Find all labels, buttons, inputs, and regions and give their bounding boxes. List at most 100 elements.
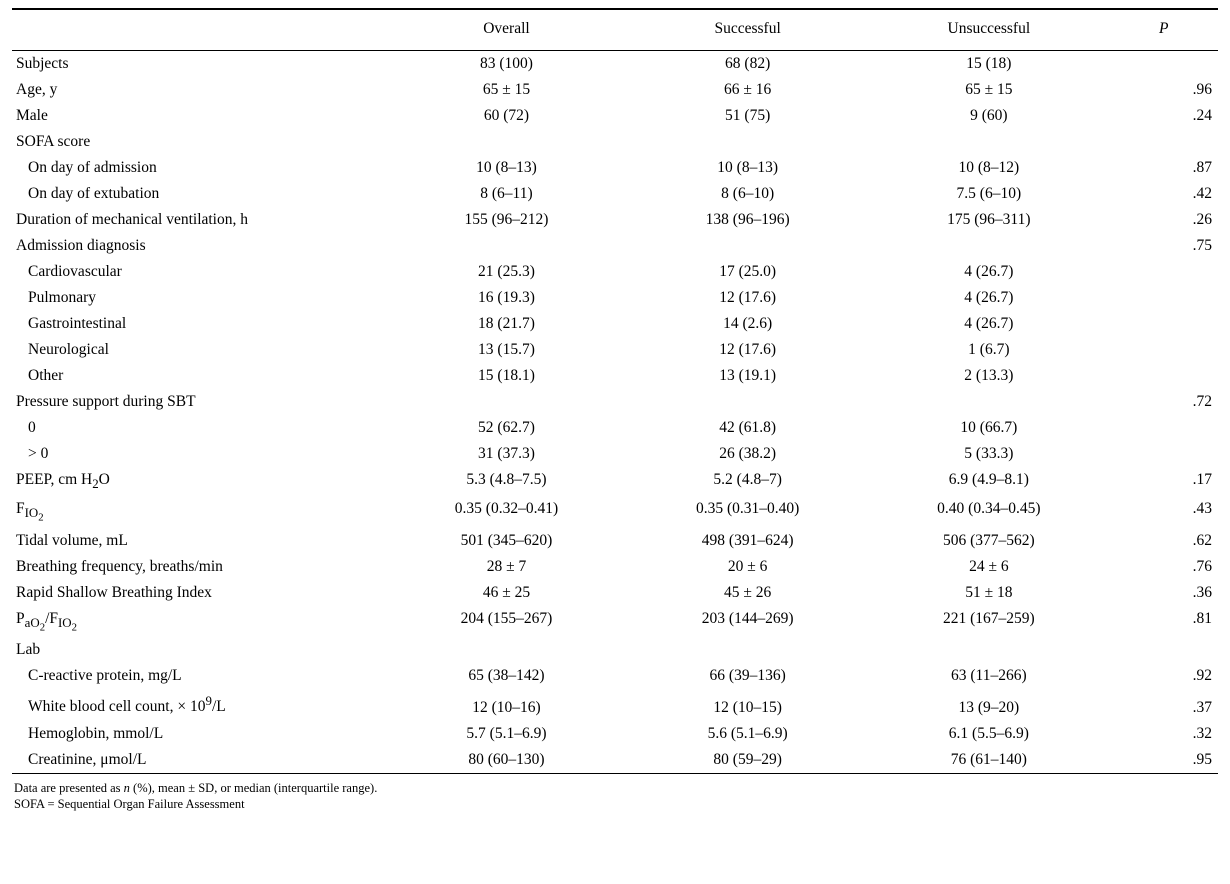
cell-p: .96 (1109, 77, 1218, 103)
row-label: Male (12, 103, 386, 129)
table-row: SOFA score (12, 129, 1218, 155)
cell-successful: 66 (39–136) (627, 663, 868, 689)
cell-unsuccessful: 65 ± 15 (868, 77, 1109, 103)
cell-unsuccessful (868, 233, 1109, 259)
cell-unsuccessful: 63 (11–266) (868, 663, 1109, 689)
cell-successful (627, 129, 868, 155)
table-body: Subjects83 (100)68 (82)15 (18)Age, y 65 ±… (12, 51, 1218, 774)
cell-successful: 20 ± 6 (627, 554, 868, 580)
cell-p: .81 (1109, 606, 1218, 638)
row-label: PaO2/FIO2 (12, 606, 386, 638)
col-header-unsuccessful: Unsuccessful (868, 9, 1109, 51)
cell-overall: 0.35 (0.32–0.41) (386, 496, 627, 528)
row-label: Lab (12, 637, 386, 663)
cell-p (1109, 415, 1218, 441)
row-label: Neurological (12, 337, 386, 363)
table-row: Tidal volume, mL501 (345–620)498 (391–62… (12, 528, 1218, 554)
cell-unsuccessful: 1 (6.7) (868, 337, 1109, 363)
cell-overall: 18 (21.7) (386, 311, 627, 337)
cell-unsuccessful (868, 129, 1109, 155)
cell-unsuccessful: 175 (96–311) (868, 207, 1109, 233)
cell-successful: 8 (6–10) (627, 181, 868, 207)
cell-p (1109, 129, 1218, 155)
cell-successful: 5.6 (5.1–6.9) (627, 721, 868, 747)
table-row: Cardiovascular21 (25.3)17 (25.0)4 (26.7) (12, 259, 1218, 285)
row-label: Creatinine, μmol/L (12, 747, 386, 774)
cell-unsuccessful: 4 (26.7) (868, 285, 1109, 311)
cell-p: .32 (1109, 721, 1218, 747)
cell-p: .92 (1109, 663, 1218, 689)
row-label: Duration of mechanical ventilation, h (12, 207, 386, 233)
row-label: Gastrointestinal (12, 311, 386, 337)
table-row: Lab (12, 637, 1218, 663)
cell-successful: 12 (10–15) (627, 689, 868, 720)
cell-unsuccessful: 9 (60) (868, 103, 1109, 129)
table-row: 052 (62.7)42 (61.8)10 (66.7) (12, 415, 1218, 441)
cell-overall: 80 (60–130) (386, 747, 627, 774)
table-row: Subjects83 (100)68 (82)15 (18) (12, 51, 1218, 78)
cell-unsuccessful: 10 (8–12) (868, 155, 1109, 181)
table-row: > 031 (37.3)26 (38.2)5 (33.3) (12, 441, 1218, 467)
cell-overall: 12 (10–16) (386, 689, 627, 720)
table-row: PEEP, cm H2O5.3 (4.8–7.5)5.2 (4.8–7)6.9 … (12, 467, 1218, 496)
row-label: Subjects (12, 51, 386, 78)
table-header-row: OverallSuccessfulUnsuccessfulP (12, 9, 1218, 51)
cell-unsuccessful: 15 (18) (868, 51, 1109, 78)
row-label: Cardiovascular (12, 259, 386, 285)
cell-p (1109, 259, 1218, 285)
cell-p (1109, 637, 1218, 663)
cell-overall: 46 ± 25 (386, 580, 627, 606)
cell-p: .76 (1109, 554, 1218, 580)
cell-p (1109, 285, 1218, 311)
row-label: FIO2 (12, 496, 386, 528)
table-footnotes: Data are presented as n (%), mean ± SD, … (12, 773, 1218, 815)
table-row: Pressure support during SBT.72 (12, 389, 1218, 415)
cell-successful: 51 (75) (627, 103, 868, 129)
row-label: SOFA score (12, 129, 386, 155)
cell-unsuccessful: 6.9 (4.9–8.1) (868, 467, 1109, 496)
row-label: White blood cell count, × 109/L (12, 689, 386, 720)
cell-unsuccessful (868, 389, 1109, 415)
cell-overall (386, 233, 627, 259)
cell-unsuccessful: 5 (33.3) (868, 441, 1109, 467)
cell-p: .17 (1109, 467, 1218, 496)
cell-overall: 8 (6–11) (386, 181, 627, 207)
table-row: Neurological13 (15.7)12 (17.6)1 (6.7) (12, 337, 1218, 363)
cell-overall: 31 (37.3) (386, 441, 627, 467)
cell-overall: 10 (8–13) (386, 155, 627, 181)
cell-successful: 17 (25.0) (627, 259, 868, 285)
cell-unsuccessful: 4 (26.7) (868, 311, 1109, 337)
table-row: On day of extubation8 (6–11)8 (6–10)7.5 … (12, 181, 1218, 207)
table-row: Age, y65 ± 1566 ± 1665 ± 15.96 (12, 77, 1218, 103)
table-row: C-reactive protein, mg/L65 (38–142)66 (3… (12, 663, 1218, 689)
cell-p (1109, 337, 1218, 363)
cell-p (1109, 51, 1218, 78)
cell-overall: 83 (100) (386, 51, 627, 78)
table-row: On day of admission10 (8–13)10 (8–13)10 … (12, 155, 1218, 181)
cell-overall (386, 129, 627, 155)
cell-unsuccessful: 13 (9–20) (868, 689, 1109, 720)
row-label: Age, y (12, 77, 386, 103)
cell-successful: 80 (59–29) (627, 747, 868, 774)
cell-p: .95 (1109, 747, 1218, 774)
cell-successful: 5.2 (4.8–7) (627, 467, 868, 496)
cell-unsuccessful: 0.40 (0.34–0.45) (868, 496, 1109, 528)
row-label: Rapid Shallow Breathing Index (12, 580, 386, 606)
cell-overall: 501 (345–620) (386, 528, 627, 554)
cell-successful: 66 ± 16 (627, 77, 868, 103)
row-label: 0 (12, 415, 386, 441)
cell-unsuccessful (868, 637, 1109, 663)
table-row: PaO2/FIO2204 (155–267)203 (144–269)221 (… (12, 606, 1218, 638)
cell-successful: 12 (17.6) (627, 285, 868, 311)
cell-unsuccessful: 6.1 (5.5–6.9) (868, 721, 1109, 747)
table-row: Rapid Shallow Breathing Index46 ± 2545 ±… (12, 580, 1218, 606)
cell-unsuccessful: 506 (377–562) (868, 528, 1109, 554)
cell-successful: 498 (391–624) (627, 528, 868, 554)
table-row: Admission diagnosis.75 (12, 233, 1218, 259)
row-label: Breathing frequency, breaths/min (12, 554, 386, 580)
cell-p: .62 (1109, 528, 1218, 554)
col-header-overall: Overall (386, 9, 627, 51)
cell-overall: 52 (62.7) (386, 415, 627, 441)
table-row: White blood cell count, × 109/L12 (10–16… (12, 689, 1218, 720)
row-label: Other (12, 363, 386, 389)
